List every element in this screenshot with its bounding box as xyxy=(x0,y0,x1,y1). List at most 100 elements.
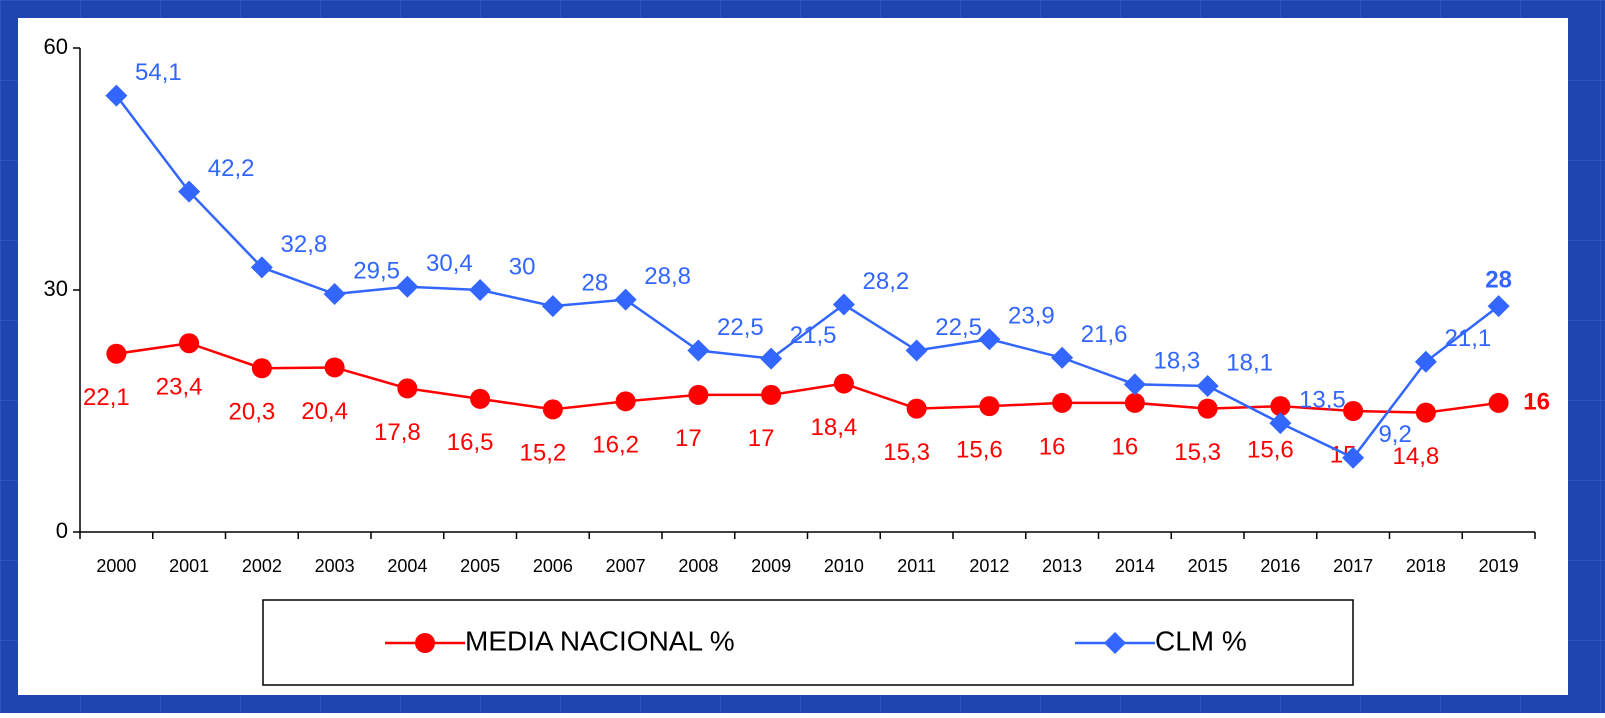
point xyxy=(251,358,272,379)
point xyxy=(1123,373,1146,396)
point xyxy=(906,398,927,419)
x-tick-label: 2015 xyxy=(1188,556,1228,576)
legend-label: CLM % xyxy=(1155,625,1247,656)
point xyxy=(1488,392,1509,413)
point xyxy=(105,84,128,107)
x-tick-label: 2008 xyxy=(678,556,718,576)
point xyxy=(250,256,273,279)
point xyxy=(1487,295,1510,318)
data-label: 22,5 xyxy=(717,314,764,341)
data-label: 15,2 xyxy=(520,440,567,467)
data-label: 18,3 xyxy=(1154,348,1201,375)
point xyxy=(179,333,200,354)
x-tick-label: 2006 xyxy=(533,556,573,576)
data-label: 22,5 xyxy=(935,314,982,341)
series-line xyxy=(115,94,1500,460)
x-tick-label: 2018 xyxy=(1406,556,1446,576)
x-tick-label: 2011 xyxy=(897,556,936,576)
point xyxy=(1124,392,1145,413)
legend-label: MEDIA NACIONAL % xyxy=(465,625,735,656)
point xyxy=(1196,374,1219,397)
plot-panel xyxy=(18,18,1568,695)
y-tick-label: 60 xyxy=(44,34,68,59)
point xyxy=(832,293,855,316)
point xyxy=(833,373,854,394)
point xyxy=(397,378,418,399)
data-label: 54,1 xyxy=(135,59,182,86)
point xyxy=(1342,446,1365,469)
data-label: 21,5 xyxy=(790,322,837,349)
point xyxy=(323,283,346,306)
data-label: 23,9 xyxy=(1008,303,1055,330)
data-label: 22,1 xyxy=(83,384,130,411)
x-tick-label: 2007 xyxy=(606,556,646,576)
data-label: 16 xyxy=(1523,388,1550,415)
point xyxy=(905,339,928,362)
x-tick-label: 2010 xyxy=(824,556,864,576)
data-label: 28,8 xyxy=(644,263,691,290)
data-label: 42,2 xyxy=(208,155,255,182)
data-label: 16 xyxy=(1112,433,1139,460)
point xyxy=(469,279,492,301)
data-label: 20,3 xyxy=(229,399,276,426)
data-label: 13,5 xyxy=(1299,386,1346,413)
data-label: 17 xyxy=(748,425,775,452)
point xyxy=(979,396,1000,417)
x-tick-label: 2013 xyxy=(1042,556,1082,576)
data-label: 18,4 xyxy=(811,414,858,441)
data-label: 28 xyxy=(1485,266,1512,293)
data-label: 15,6 xyxy=(956,437,1003,464)
y-tick-label: 0 xyxy=(56,518,68,543)
point xyxy=(978,328,1001,351)
x-tick-label: 2016 xyxy=(1260,556,1300,576)
point xyxy=(688,384,709,405)
x-tick-label: 2002 xyxy=(242,556,282,576)
point xyxy=(1051,346,1074,369)
point xyxy=(1414,350,1437,373)
point xyxy=(761,384,782,405)
data-label: 21,1 xyxy=(1445,325,1492,352)
point xyxy=(1197,398,1218,419)
point xyxy=(542,399,563,420)
data-label: 15,3 xyxy=(883,439,930,466)
data-label: 21,6 xyxy=(1081,321,1128,348)
x-tick-label: 2017 xyxy=(1333,556,1373,576)
point xyxy=(1269,412,1292,435)
point xyxy=(1343,401,1364,421)
data-label: 16 xyxy=(1039,433,1066,460)
data-label: 30,4 xyxy=(426,250,473,277)
point xyxy=(178,180,201,203)
data-label: 17,8 xyxy=(374,419,421,446)
point xyxy=(1415,402,1436,423)
data-label: 28 xyxy=(582,269,609,296)
data-label: 18,1 xyxy=(1226,349,1273,376)
data-label: 9,2 xyxy=(1378,421,1411,448)
point xyxy=(1052,392,1073,413)
point xyxy=(1104,632,1126,654)
point xyxy=(615,391,636,412)
point xyxy=(470,388,491,409)
data-label: 32,8 xyxy=(281,231,328,258)
data-label: 15,3 xyxy=(1174,439,1221,466)
data-label: 23,4 xyxy=(156,374,203,401)
point xyxy=(324,357,345,378)
x-tick-label: 2012 xyxy=(969,556,1009,576)
data-label: 30 xyxy=(509,253,536,280)
x-tick-label: 2004 xyxy=(387,556,427,576)
point xyxy=(415,633,435,653)
point xyxy=(687,339,710,362)
data-label: 16,5 xyxy=(447,429,494,456)
data-label: 29,5 xyxy=(353,257,400,284)
data-label: 14,8 xyxy=(1393,443,1440,470)
x-tick-label: 2009 xyxy=(751,556,791,576)
x-tick-label: 2005 xyxy=(460,556,500,576)
x-tick-label: 2000 xyxy=(96,556,136,576)
data-label: 16,2 xyxy=(592,432,639,459)
point xyxy=(106,343,127,364)
data-label: 20,4 xyxy=(301,398,348,425)
data-label: 15,6 xyxy=(1247,437,1294,464)
x-tick-label: 2019 xyxy=(1479,556,1519,576)
x-tick-label: 2001 xyxy=(169,556,209,576)
data-label: 17 xyxy=(675,425,702,452)
